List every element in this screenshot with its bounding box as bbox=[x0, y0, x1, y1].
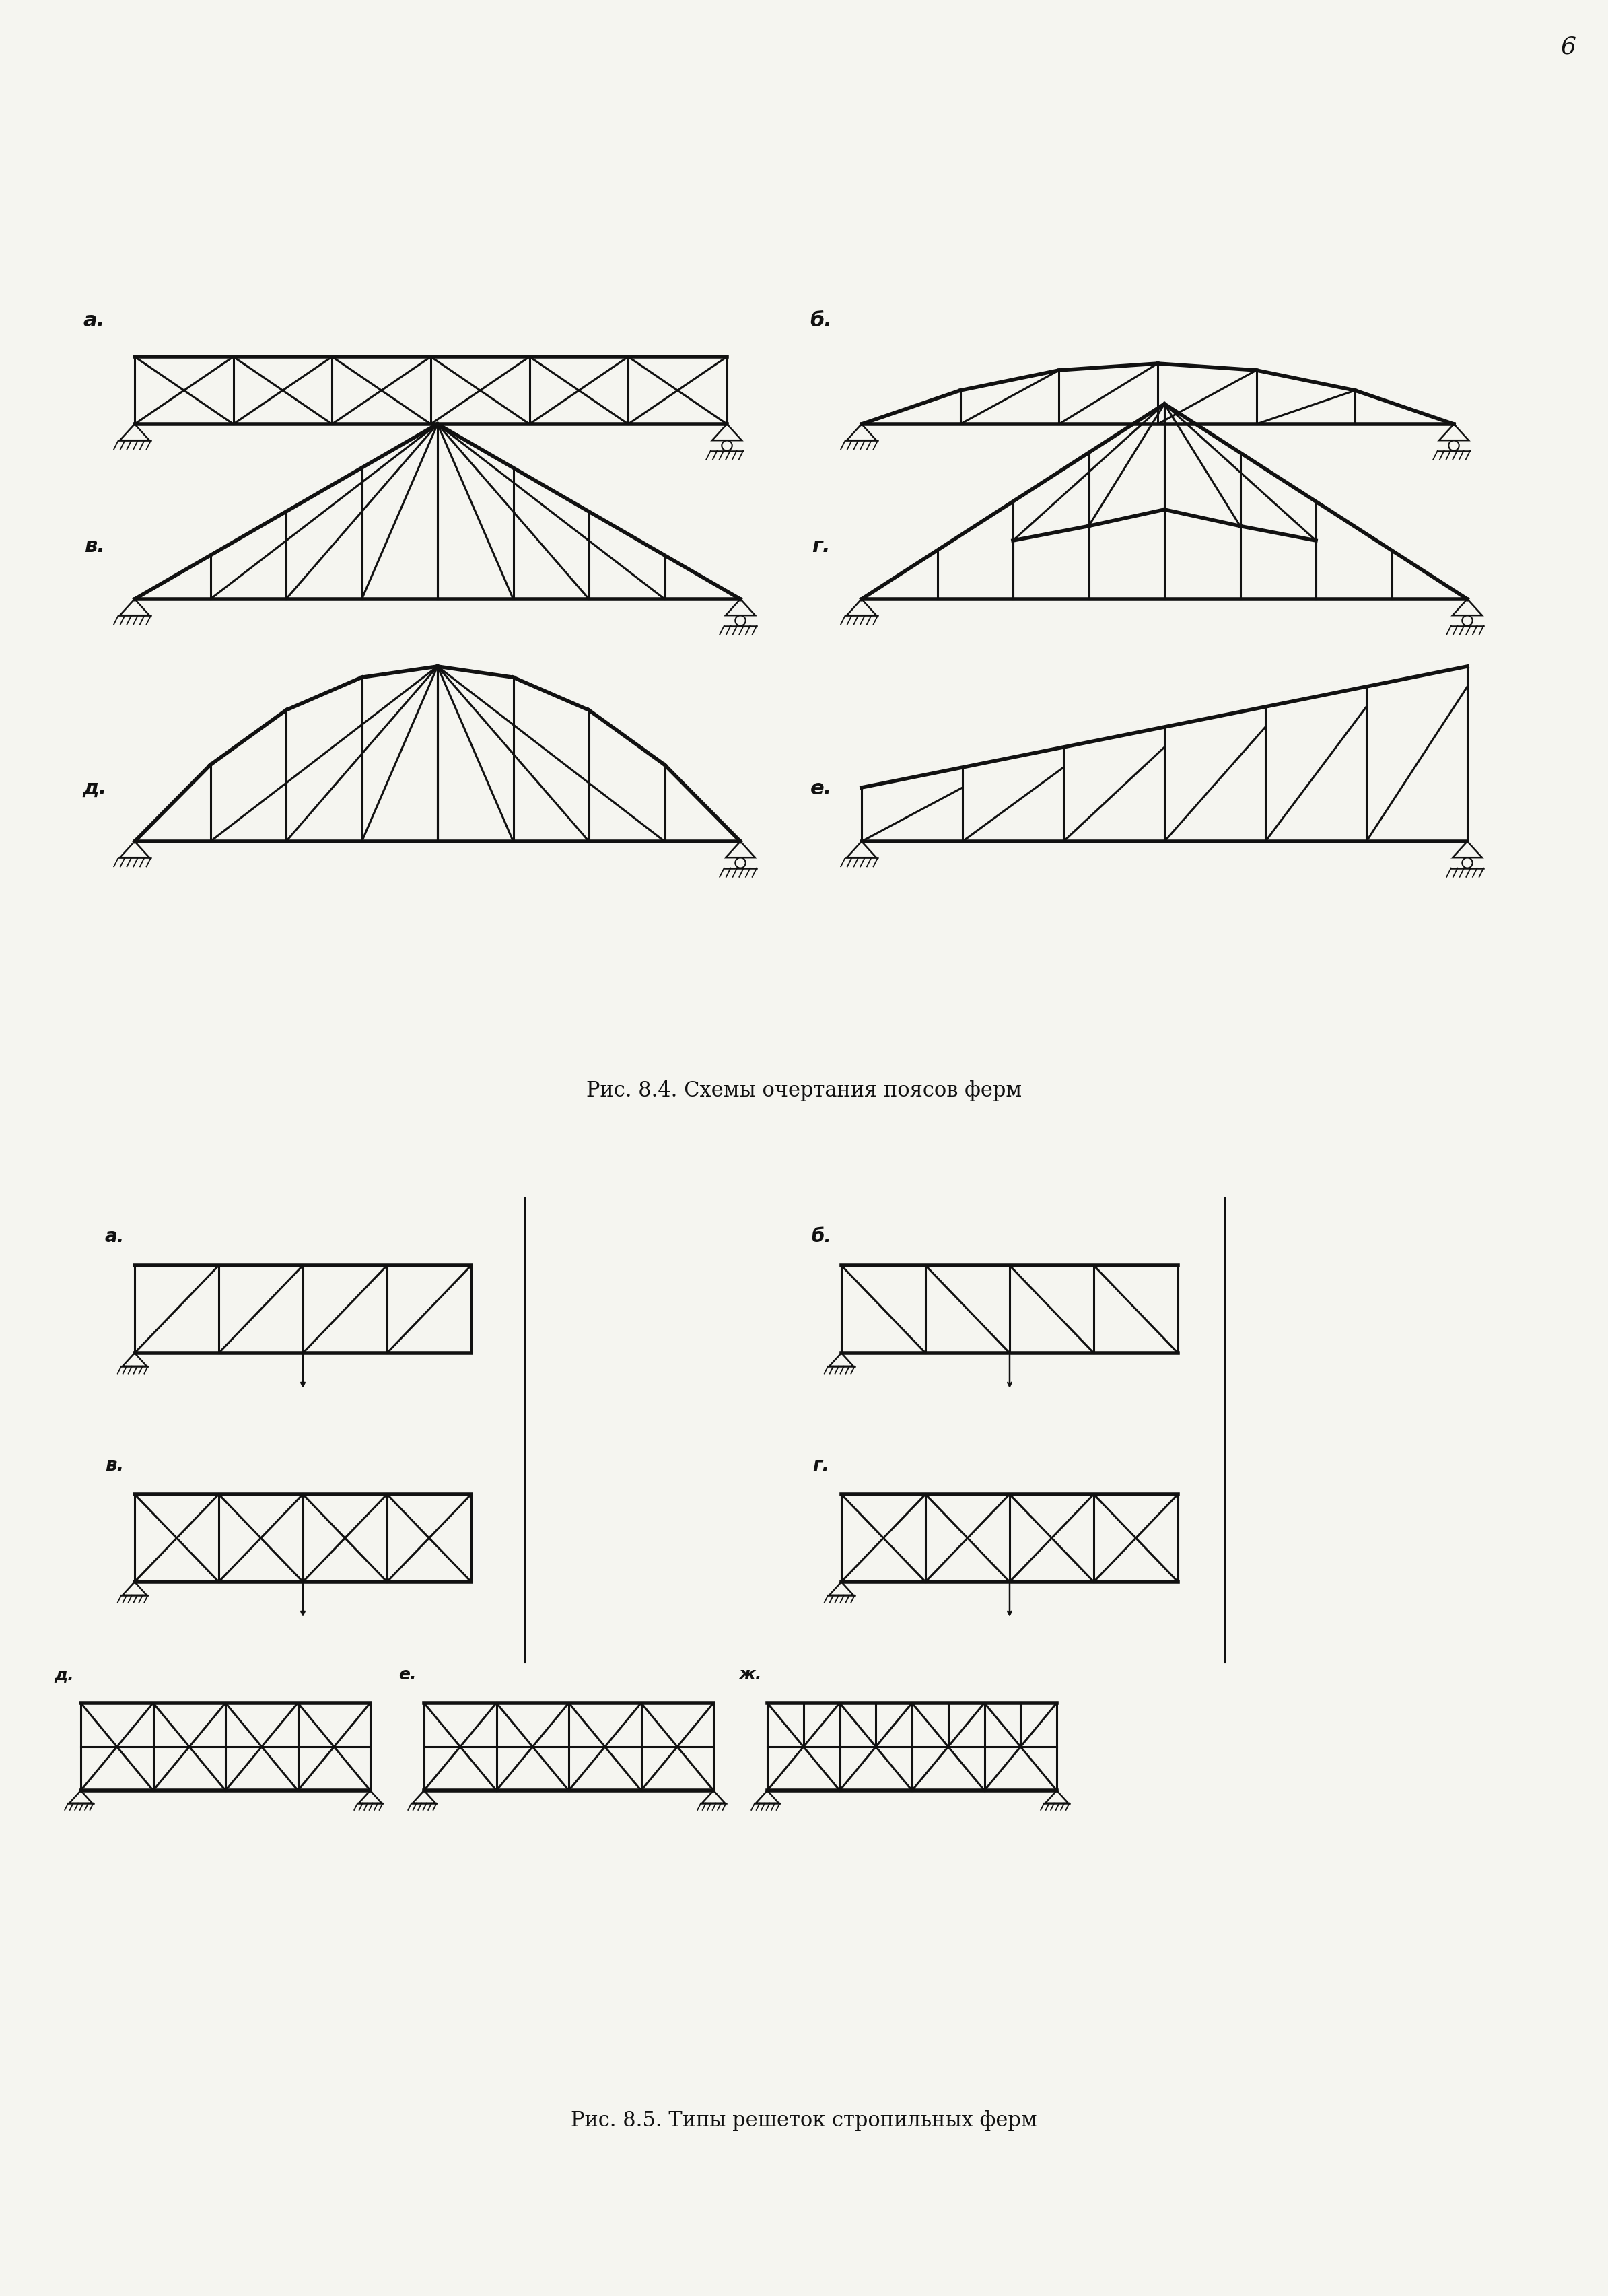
Text: д.: д. bbox=[55, 1667, 74, 1683]
Text: б.: б. bbox=[810, 310, 833, 331]
Text: г.: г. bbox=[812, 1456, 830, 1474]
Text: д.: д. bbox=[82, 778, 106, 799]
Text: Рис. 8.4. Схемы очертания поясов ферм: Рис. 8.4. Схемы очертания поясов ферм bbox=[587, 1079, 1021, 1100]
Text: а.: а. bbox=[105, 1226, 124, 1247]
Text: а.: а. bbox=[84, 310, 105, 331]
Text: в.: в. bbox=[105, 1456, 124, 1474]
Text: е.: е. bbox=[810, 778, 831, 799]
Text: г.: г. bbox=[812, 537, 830, 556]
Text: б.: б. bbox=[810, 1226, 831, 1247]
Text: в.: в. bbox=[84, 537, 105, 556]
Text: е.: е. bbox=[399, 1667, 416, 1683]
Text: 6: 6 bbox=[1560, 37, 1576, 60]
Text: ж.: ж. bbox=[740, 1667, 762, 1683]
Text: Рис. 8.5. Типы решеток стропильных ферм: Рис. 8.5. Типы решеток стропильных ферм bbox=[571, 2110, 1037, 2131]
